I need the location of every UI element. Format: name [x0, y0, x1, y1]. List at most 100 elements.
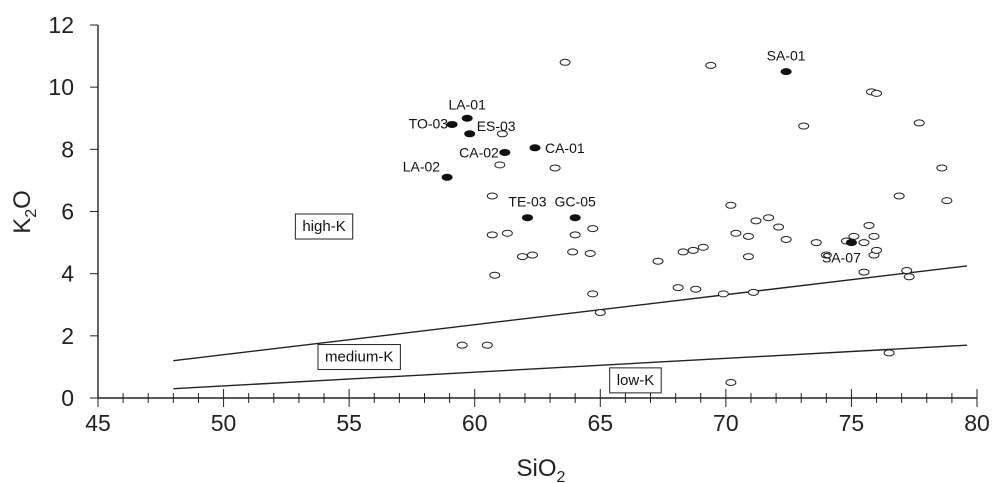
- sample-point-filled: [780, 68, 792, 76]
- sample-label: LA-01: [449, 96, 487, 112]
- sample-point-open: [750, 217, 762, 225]
- field-label: medium-K: [325, 349, 393, 366]
- field-label-box: [294, 213, 354, 240]
- sample-point-open: [858, 268, 870, 276]
- sample-label: LA-02: [403, 158, 441, 174]
- sample-point-open: [936, 164, 948, 172]
- sample-point-open: [725, 378, 737, 386]
- sample-label: TE-03: [508, 194, 546, 210]
- sample-point-open: [871, 89, 883, 97]
- sample-point-open: [494, 161, 506, 169]
- sample-point-open: [820, 251, 832, 259]
- sample-point-open: [747, 288, 759, 296]
- field-label: high-K: [302, 218, 345, 235]
- sample-point-open: [763, 214, 775, 222]
- sample-point-open: [549, 164, 561, 172]
- sample-point-open: [798, 122, 810, 130]
- sample-point-filled: [521, 214, 533, 222]
- sample-point-open: [848, 232, 860, 240]
- sample-point-open: [486, 231, 498, 239]
- sample-point-open: [868, 232, 880, 240]
- sample-point-filled: [499, 148, 511, 156]
- x-tick-label: 55: [336, 410, 362, 436]
- x-tick-label: 60: [462, 410, 488, 436]
- sample-point-filled: [845, 239, 857, 247]
- sample-point-open: [742, 232, 754, 240]
- sample-point-open: [941, 197, 953, 205]
- sample-point-open: [516, 253, 528, 261]
- sample-label: SA-07: [822, 250, 861, 266]
- y-tick-label: 0: [61, 385, 74, 411]
- sample-point-open: [913, 119, 925, 127]
- x-tick-label: 75: [839, 410, 865, 436]
- sample-label: CA-02: [459, 144, 499, 160]
- sample-point-open: [652, 257, 664, 265]
- y-tick-label: 4: [61, 261, 74, 287]
- y-axis-title: K2O: [9, 190, 40, 234]
- sample-point-open: [456, 341, 468, 349]
- sample-point-open: [903, 273, 915, 281]
- field-labels: high-K medium-K low-K: [294, 213, 662, 394]
- sample-point-open: [863, 221, 875, 229]
- sample-label: GC-05: [555, 194, 596, 210]
- x-axis-title: SiO2: [517, 455, 566, 483]
- sample-point-open: [587, 225, 599, 233]
- x-tick-label: 70: [713, 410, 739, 436]
- sample-point-open: [486, 192, 498, 200]
- sample-label: CA-01: [545, 140, 585, 156]
- x-tick-label: 45: [85, 410, 111, 436]
- sample-point-open: [594, 309, 606, 317]
- x-tick-label: 65: [587, 410, 613, 436]
- sample-point-filled: [441, 173, 453, 181]
- sample-point-open: [883, 349, 895, 357]
- sample-point-open: [489, 271, 501, 279]
- sample-point-open: [569, 231, 581, 239]
- sample-point-open: [496, 130, 508, 138]
- sample-point-open: [901, 267, 913, 275]
- y-tick-label: 6: [61, 199, 74, 225]
- sample-point-open: [584, 249, 596, 257]
- sample-point-filled: [461, 114, 473, 122]
- boundary-line: [173, 265, 968, 362]
- sample-point-filled: [529, 144, 541, 152]
- y-tick-label: 8: [61, 136, 74, 162]
- sample-point-open: [501, 229, 513, 237]
- sample-point-open: [687, 246, 699, 254]
- sample-point-open: [705, 61, 717, 69]
- sample-point-open: [717, 290, 729, 298]
- x-tick-label: 50: [211, 410, 237, 436]
- sample-point-open: [773, 223, 785, 231]
- sample-point-open: [780, 235, 792, 243]
- sample-label: ES-03: [477, 118, 516, 134]
- y-tick-label: 12: [48, 12, 74, 38]
- sample-point-filled: [464, 130, 476, 138]
- sample-point-open: [559, 58, 571, 66]
- sample-point-open: [725, 201, 737, 209]
- sample-label: SA-01: [767, 48, 806, 64]
- y-tick-label: 2: [61, 323, 74, 349]
- sample-point-open: [871, 246, 883, 254]
- field-label-box: [317, 344, 401, 371]
- sample-point-open: [567, 248, 579, 256]
- sample-point-open: [677, 248, 689, 256]
- sample-point-open: [858, 239, 870, 247]
- sample-point-filled: [569, 214, 581, 222]
- boundary-line: [173, 344, 967, 390]
- sample-label: TO-03: [409, 115, 449, 131]
- sample-point-open: [672, 284, 684, 292]
- sample-point-open: [587, 290, 599, 298]
- sample-point-open: [690, 285, 702, 293]
- y-tick-label: 10: [48, 74, 74, 100]
- field-label: low-K: [617, 372, 655, 389]
- x-tick-label: 80: [964, 410, 990, 436]
- sample-point-open: [742, 253, 754, 261]
- sample-point-open: [810, 239, 822, 247]
- sample-point-open: [893, 192, 905, 200]
- field-label-box: [609, 367, 662, 394]
- sample-point-open: [730, 229, 742, 237]
- sample-point-open: [697, 243, 709, 251]
- sample-point-filled: [446, 120, 458, 128]
- sample-point-open: [526, 251, 538, 259]
